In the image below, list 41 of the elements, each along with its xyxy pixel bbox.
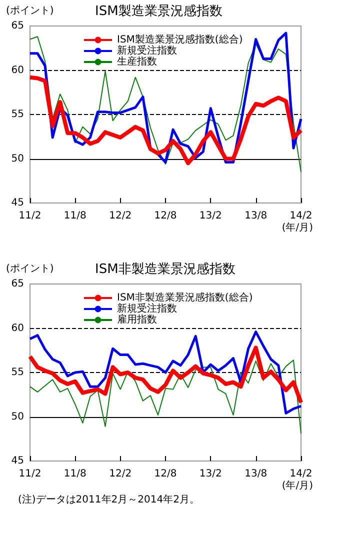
x-axis-title: (年/月) [282,222,314,234]
y-tick-label: 60 [11,64,24,76]
y-tick-label: 55 [11,109,24,120]
x-tick-label: 11/8 [64,210,86,222]
legend-label: ISM製造業景況感指数(総合) [117,34,243,46]
legend-label: 新規受注指数 [117,44,177,56]
y-axis-title: (ポイント) [6,264,54,274]
legend-label: 生産指数 [117,56,157,68]
x-tick-label: 12/8 [154,210,177,222]
x-tick-label: 12/2 [109,210,132,222]
y-tick-label: 50 [11,411,24,422]
y-tick-label: 65 [11,278,24,290]
y-tick-label: 60 [11,322,24,334]
x-tick-label: 13/8 [244,210,268,222]
legend-label: 新規受注指数 [117,302,177,314]
chart-title: ISM製造業景況感指数 [95,4,222,19]
y-axis-title: (ポイント) [6,6,54,16]
line-series [28,75,303,166]
x-tick-label: 12/8 [154,468,177,480]
line-series [28,346,303,405]
line-series [28,330,302,414]
legend-label: ISM非製造業景況感指数(総合) [117,292,253,304]
y-tick-label: 65 [11,20,24,32]
legend-label: 雇用指数 [117,314,157,326]
text: (注)データは2011年2月～2014年2月。 [18,494,200,506]
y-tick-label: 55 [11,367,24,378]
x-axis-title: (年/月) [282,480,314,492]
x-tick-label: 11/2 [18,210,42,222]
x-tick-label: 13/8 [244,468,268,480]
x-tick-label: 13/2 [199,210,222,222]
x-tick-label: 13/2 [199,468,222,480]
x-tick-label: 14/2 [290,210,312,222]
x-tick-label: 14/2 [290,468,312,480]
chart-title: ISM非製造業景況感指数 [95,262,236,277]
x-tick-label: 12/2 [109,468,132,480]
y-tick-label: 45 [11,456,24,466]
y-tick-label: 45 [11,198,24,208]
y-tick-label: 50 [11,153,24,164]
x-tick-label: 11/8 [64,468,86,480]
x-tick-label: 11/2 [18,468,42,480]
line-series [30,360,302,434]
